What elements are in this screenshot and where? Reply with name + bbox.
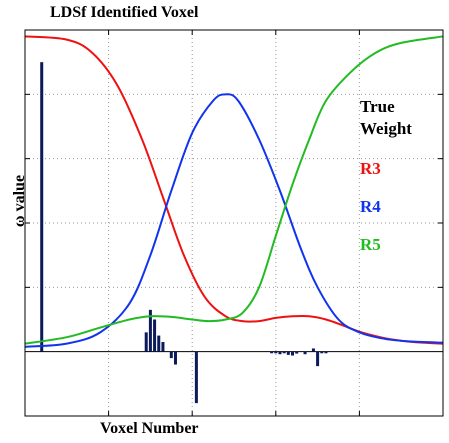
legend-entry-r5: R5 — [360, 235, 381, 254]
voxel-bar — [303, 351, 307, 355]
legend: True Weight R3 R4 R5 — [360, 97, 412, 254]
voxel-bar — [157, 335, 161, 352]
voxel-bar — [169, 351, 173, 359]
line-series-group — [24, 35, 444, 348]
voxel-bar — [40, 62, 44, 352]
series-line-r3 — [24, 35, 444, 345]
voxel-bar — [144, 332, 148, 352]
voxel-bar — [311, 348, 315, 352]
bar-series — [40, 62, 328, 404]
plot-frame — [24, 29, 444, 417]
legend-entry-r4: R4 — [360, 197, 381, 216]
voxel-bar — [148, 309, 152, 352]
x-axis-label: Voxel Number — [100, 420, 199, 437]
series-line-r5 — [24, 35, 444, 345]
voxel-bar — [270, 351, 274, 354]
legend-heading-line: Weight — [360, 119, 412, 138]
voxel-bar — [291, 351, 295, 356]
voxel-bar — [278, 351, 282, 355]
voxel-bar — [194, 351, 198, 404]
voxel-bar — [274, 351, 278, 354]
voxel-bar — [295, 351, 299, 354]
voxel-bar — [320, 351, 324, 354]
grid — [25, 30, 443, 416]
voxel-bar — [282, 351, 286, 354]
voxel-bar — [161, 342, 165, 352]
legend-entry-r3: R3 — [360, 159, 381, 178]
voxel-bar — [173, 351, 177, 365]
voxel-bar — [316, 351, 320, 367]
legend-heading-line: True — [360, 97, 395, 116]
series-line-r4 — [24, 93, 444, 348]
chart-title: LDSf Identified Voxel — [50, 4, 199, 21]
voxel-bar — [324, 351, 328, 354]
voxel-bar — [153, 319, 157, 352]
voxel-bar — [286, 351, 290, 355]
